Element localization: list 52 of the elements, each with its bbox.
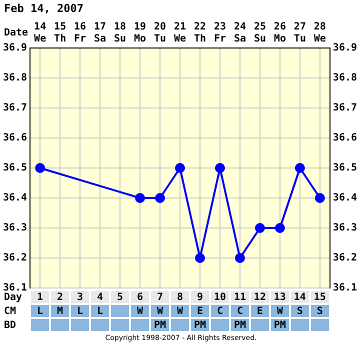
x-axis-title: Date	[4, 28, 28, 39]
text: PM PM PM PM	[154, 320, 286, 330]
x-tick-label: 22 Th	[194, 22, 206, 45]
x-tick-label: 14 We	[34, 22, 46, 45]
x-tick-label: 25 Su	[254, 22, 266, 45]
point	[274, 223, 285, 233]
y2-tick-label: 36.4	[332, 192, 358, 204]
y2-tick-label: 36.9	[332, 42, 358, 54]
point	[234, 253, 245, 263]
x-tick-label: 18 Su	[114, 22, 126, 45]
point	[35, 163, 46, 173]
x-tick-label: 23 Fr	[214, 22, 226, 45]
y2-tick-label: 36.8	[332, 72, 358, 84]
y-tick-label: 36.1	[2, 282, 28, 294]
point	[254, 223, 265, 233]
x-tick-label: 28 We	[314, 22, 326, 45]
x-tick-label: 15 Th	[54, 22, 66, 45]
x-tick-label: 16 Fr	[74, 22, 86, 45]
text: CM	[4, 304, 16, 318]
y-tick-label: 36.4	[2, 192, 28, 204]
point	[135, 193, 146, 203]
y2-tick-label: 36.3	[332, 222, 358, 234]
text: Day	[4, 291, 22, 304]
y2-tick-label: 36.6	[332, 132, 358, 144]
x-tick-label: 20 Tu	[154, 22, 166, 45]
y-tick-label: 36.6	[2, 132, 28, 144]
point	[155, 193, 166, 203]
y-tick-label: 36.7	[2, 102, 28, 114]
y-tick-label: 36.9	[2, 42, 28, 54]
text: 1 2 3 4 5 6 7 8 9 10 11 12 13 14 15	[37, 292, 326, 302]
point	[175, 163, 185, 173]
y2-tick-label: 36.7	[332, 102, 358, 114]
point	[314, 193, 325, 203]
x-tick-label: 24 Sa	[234, 22, 246, 45]
x-tick-label: 19 Mo	[134, 22, 146, 45]
chart-title: Feb 14, 2007	[3, 1, 84, 17]
y-tick-label: 36.8	[2, 72, 28, 84]
y-tick-label: 36.5	[2, 162, 28, 174]
y2-tick-label: 36.5	[332, 162, 358, 174]
text: BD	[4, 318, 16, 332]
x-tick-label: 27 Tu	[294, 22, 306, 45]
x-tick-label: 17 Sa	[94, 22, 106, 45]
x-tick-label: 21 We	[174, 22, 186, 45]
point	[214, 163, 225, 173]
x-tick-label: 26 Mo	[274, 22, 286, 45]
y-tick-label: 36.3	[2, 222, 28, 234]
point	[194, 253, 205, 263]
y-tick-label: 36.2	[2, 252, 28, 264]
text: L M L L W W W E C C E W S S	[37, 306, 323, 316]
point	[294, 163, 305, 173]
y2-tick-label: 36.1	[332, 282, 358, 294]
y2-tick-label: 36.2	[332, 252, 358, 264]
